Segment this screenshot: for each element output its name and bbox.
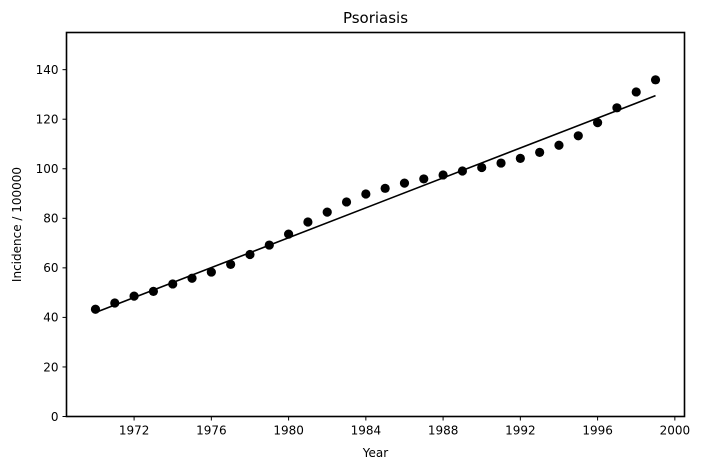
- y-tick-label: 20: [43, 360, 58, 374]
- data-point: [129, 291, 139, 301]
- data-point: [206, 267, 216, 277]
- x-axis-title: Year: [362, 446, 388, 460]
- x-tick-label: 1988: [428, 424, 459, 438]
- data-point: [535, 147, 545, 158]
- data-point: [341, 197, 352, 207]
- data-point: [457, 166, 468, 176]
- data-point: [631, 87, 641, 97]
- data-point: [187, 273, 197, 283]
- x-tick-label: 1984: [351, 424, 382, 438]
- data-point: [496, 158, 506, 168]
- data-point: [612, 103, 622, 113]
- data-point: [245, 249, 255, 260]
- data-point: [148, 286, 159, 296]
- data-point: [438, 170, 448, 180]
- y-axis-title: Incidence / 100000: [10, 167, 24, 282]
- plot-frame: [65, 31, 686, 418]
- data-point: [399, 178, 410, 188]
- data-point: [303, 217, 313, 227]
- data-point: [90, 304, 101, 314]
- trend-line: [95, 94, 656, 314]
- data-point: [419, 174, 429, 184]
- data-point: [322, 207, 332, 217]
- y-tick-label: 100: [36, 162, 59, 176]
- x-axis: 1972 1976 1980 1984 1988 1992 1996 2000: [119, 416, 691, 438]
- data-point: [554, 140, 564, 150]
- plot-area: [90, 75, 661, 314]
- x-tick-label: 1980: [273, 424, 304, 438]
- x-tick-label: 1996: [582, 424, 613, 438]
- data-point: [110, 298, 120, 308]
- y-axis: 0 20 40 60 80 100 120 140: [36, 63, 67, 424]
- y-tick-label: 140: [36, 63, 59, 77]
- y-tick-label: 60: [43, 261, 58, 275]
- data-point: [168, 279, 178, 289]
- y-tick-label: 120: [36, 113, 59, 127]
- data-point: [650, 75, 661, 85]
- x-tick-label: 1972: [119, 424, 150, 438]
- data-point: [477, 162, 487, 173]
- data-point: [573, 131, 583, 141]
- x-tick-label: 1992: [505, 424, 536, 438]
- data-point: [361, 189, 371, 199]
- data-point: [515, 153, 525, 163]
- x-tick-label: 2000: [660, 424, 691, 438]
- y-tick-label: 40: [43, 311, 58, 325]
- data-point: [283, 229, 294, 239]
- data-point: [380, 183, 390, 193]
- y-tick-label: 80: [43, 212, 58, 226]
- data-point: [592, 118, 603, 128]
- data-point: [264, 240, 274, 250]
- y-tick-label: 0: [51, 410, 59, 424]
- data-point: [226, 259, 236, 269]
- x-tick-label: 1976: [196, 424, 227, 438]
- chart-title: Psoriasis: [343, 9, 408, 27]
